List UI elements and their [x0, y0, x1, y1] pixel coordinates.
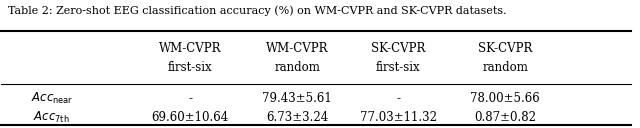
Text: WM-CVPR: WM-CVPR — [266, 42, 328, 55]
Text: 0.87±0.82: 0.87±0.82 — [474, 111, 536, 124]
Text: random: random — [275, 61, 320, 74]
Text: -: - — [396, 92, 400, 105]
Text: Table 2: Zero-shot EEG classification accuracy (%) on WM-CVPR and SK-CVPR datase: Table 2: Zero-shot EEG classification ac… — [8, 5, 506, 16]
Text: 69.60±10.64: 69.60±10.64 — [152, 111, 229, 124]
Text: random: random — [482, 61, 528, 74]
Text: SK-CVPR: SK-CVPR — [371, 42, 425, 55]
Text: -: - — [188, 92, 192, 105]
Text: first-six: first-six — [376, 61, 420, 74]
Text: 77.03±11.32: 77.03±11.32 — [360, 111, 436, 124]
Text: first-six: first-six — [168, 61, 212, 74]
Text: SK-CVPR: SK-CVPR — [478, 42, 532, 55]
Text: WM-CVPR: WM-CVPR — [159, 42, 221, 55]
Text: 78.00±5.66: 78.00±5.66 — [470, 92, 540, 105]
Text: 79.43±5.61: 79.43±5.61 — [262, 92, 332, 105]
Text: 6.73±3.24: 6.73±3.24 — [266, 111, 328, 124]
Text: $Acc_\mathrm{near}$: $Acc_\mathrm{near}$ — [31, 91, 73, 106]
Text: $Acc_\mathrm{7th}$: $Acc_\mathrm{7th}$ — [33, 110, 70, 125]
